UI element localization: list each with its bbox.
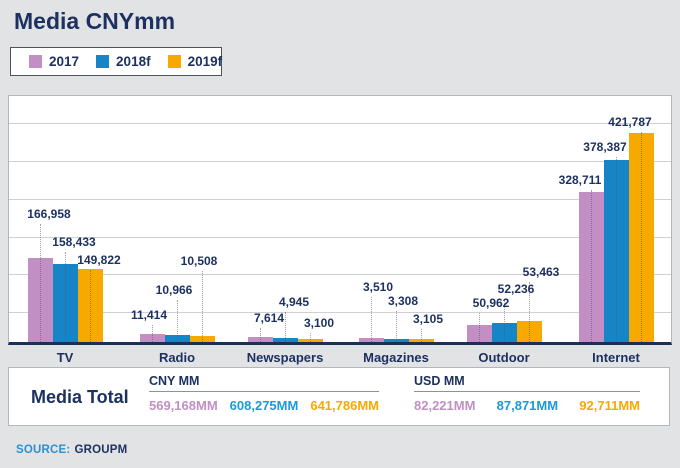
leader-line: [395, 311, 397, 342]
legend-swatch-icon: [167, 55, 181, 68]
category-label-radio: Radio: [158, 350, 196, 365]
source-line: SOURCE: GROUPM: [16, 444, 127, 456]
value-label-2018f-radio: 10,966: [155, 283, 193, 297]
legend-swatch-icon: [29, 55, 42, 68]
media-total-value: 87,871MM: [496, 398, 559, 413]
value-label-2017-magazines: 3,510: [362, 280, 394, 294]
leader-line: [370, 297, 372, 342]
leader-line: [89, 270, 91, 342]
media-total-title: Media Total: [31, 387, 129, 407]
value-label-2018f-tv: 158,433: [52, 235, 96, 249]
leader-line: [615, 157, 617, 342]
category-label-newspapers: Newspapers: [246, 350, 324, 365]
gridline: [9, 199, 671, 200]
leader-line: [201, 271, 203, 342]
value-label-2018f-outdoor: 52,236: [497, 282, 535, 296]
gridline: [9, 274, 671, 275]
leader-line: [176, 300, 178, 342]
leader-line: [151, 325, 153, 342]
media-total-section-usd: USD MM 82,221MM 87,871MM 92,711MM: [414, 374, 640, 413]
media-total-values-row: 82,221MM 87,871MM 92,711MM: [414, 398, 640, 413]
leader-line: [503, 299, 505, 342]
value-label-2019f-internet: 421,787: [608, 115, 652, 129]
value-label-2017-newspapers: 7,614: [253, 311, 285, 325]
media-total-values-row: 569,168MM 608,275MM 641,786MM: [149, 398, 379, 413]
leader-line: [478, 313, 480, 342]
legend-item-label: 2018f: [116, 54, 151, 69]
gridline: [9, 237, 671, 238]
leader-line: [284, 312, 286, 342]
value-label-2018f-newspapers: 4,945: [278, 295, 310, 309]
category-label-internet: Internet: [592, 350, 640, 365]
value-label-2019f-tv: 149,822: [77, 253, 121, 267]
media-total-value: 569,168MM: [149, 398, 218, 413]
leader-line: [39, 224, 41, 342]
leader-line: [640, 132, 642, 342]
source-name-label: GROUPM: [74, 444, 128, 456]
leader-line: [420, 329, 422, 342]
value-label-2019f-radio: 10,508: [180, 254, 218, 268]
legend-item-2019f: 2019f: [167, 54, 223, 69]
legend-item-2018f: 2018f: [96, 54, 151, 69]
leader-line: [590, 190, 592, 342]
media-total-section-cny: CNY MM 569,168MM 608,275MM 641,786MM: [149, 374, 379, 413]
category-label-magazines: Magazines: [363, 350, 429, 365]
gridline: [9, 161, 671, 162]
category-label-tv: TV: [56, 350, 74, 365]
legend-item-2017: 2017: [29, 54, 79, 69]
value-label-2017-tv: 166,958: [27, 207, 71, 221]
value-label-2019f-newspapers: 3,100: [303, 316, 335, 330]
value-label-2018f-magazines: 3,308: [387, 294, 419, 308]
chart-legend: 2017 2018f 2019f: [10, 47, 222, 76]
media-total-header: CNY MM: [149, 374, 379, 392]
leader-line: [309, 333, 311, 342]
leader-line: [64, 252, 66, 342]
media-total-value: 82,221MM: [414, 398, 476, 413]
media-total-value: 641,786MM: [310, 398, 379, 413]
value-label-2018f-internet: 378,387: [583, 140, 627, 154]
value-label-2019f-magazines: 3,105: [412, 312, 444, 326]
value-label-2017-radio: 11,414: [130, 308, 168, 322]
gridline: [9, 312, 671, 313]
value-label-2019f-outdoor: 53,463: [522, 265, 560, 279]
legend-item-label: 2017: [49, 54, 80, 69]
media-total-value: 92,711MM: [579, 398, 640, 413]
leader-line: [528, 282, 530, 342]
value-label-2017-outdoor: 50,962: [472, 296, 510, 310]
media-total-header: USD MM: [414, 374, 640, 392]
media-total-value: 608,275MM: [229, 398, 299, 413]
chart-plot-area: 166,958 11,414 7,614 3,510 50,962 328,711 158,…: [8, 95, 672, 345]
value-label-2017-internet: 328,711: [558, 173, 602, 187]
leader-line: [259, 328, 261, 342]
source-prefix-label: SOURCE:: [16, 444, 71, 456]
page-title: Media CNYmm: [14, 8, 176, 34]
gridline: [9, 123, 671, 124]
media-total-panel: Media Total CNY MM 569,168MM 608,275MM 641,…: [8, 367, 670, 426]
legend-swatch-icon: [96, 55, 110, 68]
category-label-outdoor: Outdoor: [478, 350, 530, 365]
legend-item-label: 2019f: [187, 54, 223, 69]
